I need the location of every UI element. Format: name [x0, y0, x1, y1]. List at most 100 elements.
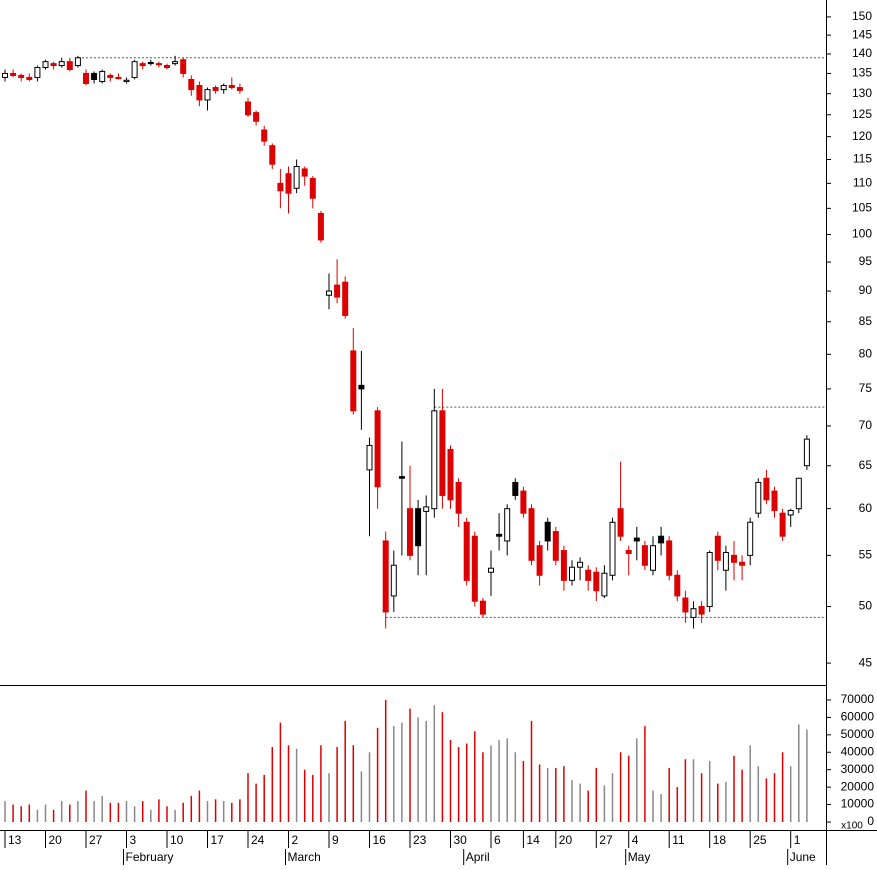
candle-body	[155, 63, 162, 66]
candle-body	[398, 476, 405, 479]
candle-body	[196, 85, 203, 101]
candle-body	[577, 561, 584, 568]
volume-tick-label: 40000	[841, 744, 875, 758]
candle-body	[641, 545, 648, 566]
candle-body	[795, 477, 802, 510]
x-tick-label: 14	[526, 833, 540, 847]
candle-body	[488, 567, 494, 573]
y-tick-label: 85	[859, 314, 873, 328]
y-tick-label: 45	[859, 655, 873, 669]
candle-body	[18, 74, 25, 78]
y-tick-label: 125	[852, 107, 872, 121]
candle-body	[99, 70, 106, 82]
y-tick-label: 105	[852, 201, 872, 215]
month-label: March	[288, 850, 321, 864]
candle-body	[690, 608, 697, 618]
candle-body	[212, 87, 219, 91]
candle-body	[431, 410, 438, 510]
candle-body	[544, 521, 551, 542]
candle-body	[358, 384, 365, 390]
candle-body	[585, 569, 592, 581]
candle-body	[180, 59, 187, 74]
x-tick-label: 1	[794, 833, 801, 847]
x-tick-label: 16	[373, 833, 387, 847]
volume-tick-label: 10000	[841, 797, 875, 811]
candle-body	[390, 564, 397, 597]
candle-body	[423, 506, 430, 512]
y-tick-label: 130	[852, 86, 872, 100]
candle-body	[512, 482, 519, 496]
candle-body	[496, 533, 503, 537]
candle-body	[439, 410, 446, 496]
candle-body	[650, 545, 656, 571]
candle-body	[58, 61, 65, 67]
x-tick-label: 9	[332, 833, 339, 847]
candle-body	[731, 554, 737, 563]
candle-body	[350, 350, 357, 412]
candle-body	[164, 65, 170, 69]
candle-body	[115, 76, 122, 80]
candle-body	[569, 566, 575, 581]
y-tick-label: 55	[859, 548, 873, 562]
y-tick-label: 140	[852, 46, 872, 60]
x-tick-label: 2	[292, 833, 299, 847]
candle-body	[139, 63, 146, 67]
candle-body	[26, 76, 33, 80]
x-tick-label: 30	[454, 833, 468, 847]
y-tick-label: 120	[852, 129, 872, 143]
candle-body	[317, 212, 324, 241]
candle-body	[50, 63, 57, 67]
candle-body	[771, 490, 778, 511]
x-tick-label: 20	[49, 833, 63, 847]
volume-tick-label: 70000	[841, 692, 875, 706]
candle-body	[172, 61, 179, 65]
candle-body	[714, 535, 721, 561]
y-tick-label: 80	[859, 346, 873, 360]
y-tick-label: 110	[853, 176, 872, 190]
y-tick-label: 150	[852, 9, 872, 23]
x-tick-label: 25	[753, 833, 767, 847]
x-tick-label: 4	[632, 833, 639, 847]
volume-tick-label: 30000	[841, 762, 875, 776]
candle-body	[666, 540, 673, 576]
candle-body	[334, 284, 341, 298]
month-label: June	[790, 850, 816, 864]
candle-body	[91, 72, 98, 80]
candle-body	[682, 597, 689, 613]
y-tick-label: 75	[859, 381, 873, 395]
x-tick-label: 27	[599, 833, 613, 847]
candle-body	[301, 168, 308, 177]
candle-body	[204, 89, 211, 101]
candle-body	[706, 551, 713, 608]
month-label: February	[126, 850, 174, 864]
candle-body	[245, 101, 251, 116]
candle-body	[42, 61, 49, 69]
candle-body	[107, 74, 114, 78]
x-tick-label: 6	[494, 833, 501, 847]
x-tick-label: 10	[170, 833, 184, 847]
candle-body	[528, 508, 535, 561]
x-tick-label: 17	[211, 833, 225, 847]
x-tick-label: 27	[89, 833, 103, 847]
candle-body	[309, 178, 316, 199]
x-tick-label: 24	[251, 833, 265, 847]
candle-body	[253, 112, 260, 122]
y-tick-label: 95	[859, 254, 873, 268]
candle-body	[787, 509, 794, 516]
candle-body	[455, 482, 462, 514]
volume-tick-label: 60000	[841, 710, 875, 724]
candle-body	[747, 521, 754, 556]
candle-body	[2, 72, 8, 78]
y-tick-label: 65	[859, 458, 873, 472]
x-tick-label: 23	[413, 833, 427, 847]
candle-body	[593, 571, 600, 592]
candle-body	[220, 85, 227, 91]
y-tick-label: 115	[853, 152, 872, 166]
candle-body	[147, 61, 154, 65]
volume-tick-label: 0	[867, 814, 874, 828]
candle-body	[415, 508, 422, 547]
candle-body	[504, 508, 511, 542]
candle-body	[269, 145, 276, 165]
